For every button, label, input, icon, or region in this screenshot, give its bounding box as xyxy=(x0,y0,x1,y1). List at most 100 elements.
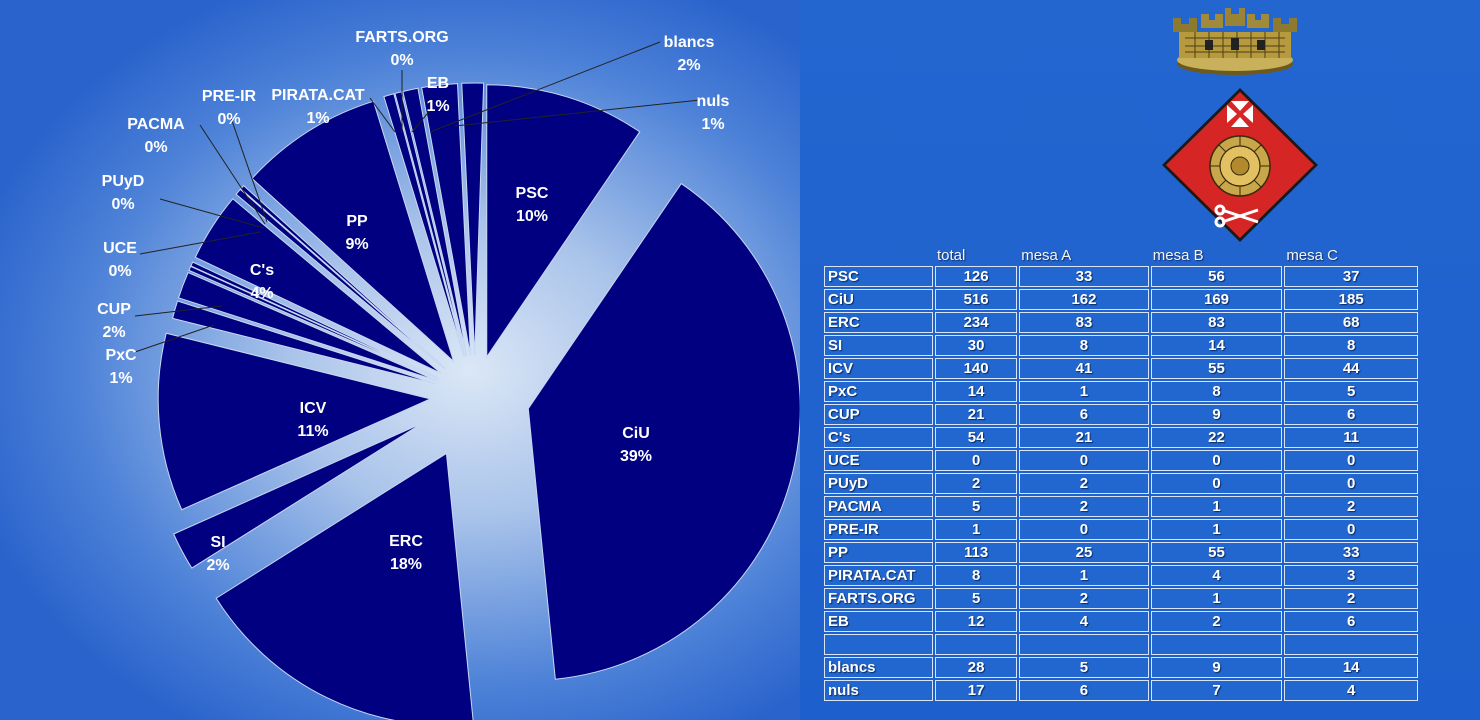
table-row xyxy=(824,634,1418,655)
table-cell-value: 113 xyxy=(935,542,1018,563)
table-cell-value: 8 xyxy=(1150,381,1283,402)
table-cell-value: 0 xyxy=(1284,519,1418,540)
table-cell-value: 56 xyxy=(1150,266,1283,287)
slice-label: PIRATA.CAT xyxy=(271,87,365,104)
table-cell-value: 2 xyxy=(935,473,1018,494)
table-row: C's 54 21 22 11 xyxy=(824,427,1418,448)
slice-label: PRE-IR xyxy=(202,88,257,105)
slice-percent: 2% xyxy=(206,557,229,574)
table-cell-value: 30 xyxy=(935,335,1018,356)
table-cell-party: nuls xyxy=(824,680,933,701)
table-row: ERC 234 83 83 68 xyxy=(824,312,1418,333)
table-cell-value: 5 xyxy=(935,588,1018,609)
pie-slice-nuls xyxy=(461,82,485,356)
table-cell-party: blancs xyxy=(824,657,933,678)
slice-percent: 18% xyxy=(390,556,422,573)
table-cell-value: 169 xyxy=(1150,289,1283,310)
table-cell-party: C's xyxy=(824,427,933,448)
pie-chart: PSC 10% CiU 39% ERC 18% SI 2% ICV 11% PxC 1% CUP 2% UC… xyxy=(97,41,800,720)
table-row: PRE-IR 1 0 1 0 xyxy=(824,519,1418,540)
table-cell-value: 6 xyxy=(1284,611,1418,632)
table-cell-party: ERC xyxy=(824,312,933,333)
leader-line xyxy=(454,99,701,127)
leader-line xyxy=(411,107,433,133)
table-row: PSC 126 33 56 37 xyxy=(824,266,1418,287)
column-header-mesa-a: mesa A xyxy=(1021,246,1072,264)
table-row: CUP 21 6 9 6 xyxy=(824,404,1418,425)
pie-slice-ciu xyxy=(527,182,800,680)
table-cell-value: 0 xyxy=(1284,473,1418,494)
table-row: ICV 140 41 55 44 xyxy=(824,358,1418,379)
pie-slice-cup xyxy=(177,271,438,382)
pie-slice-psc xyxy=(486,84,641,359)
table-cell-value: 4 xyxy=(1150,565,1283,586)
table-cell-value: 9 xyxy=(1150,404,1283,425)
table-cell-value: 0 xyxy=(935,450,1018,471)
table-cell-value: 4 xyxy=(1019,611,1149,632)
slice-percent: 4% xyxy=(250,285,273,302)
table-cell-party: PIRATA.CAT xyxy=(824,565,933,586)
table-cell-value: 6 xyxy=(1019,404,1149,425)
table-cell-value: 14 xyxy=(1284,657,1418,678)
coat-of-arms-icon xyxy=(1162,88,1318,242)
table-cell-value: 126 xyxy=(935,266,1018,287)
slice-label: ICV xyxy=(300,400,327,417)
table-cell-value: 6 xyxy=(1284,404,1418,425)
column-header xyxy=(824,246,933,264)
table-cell-value: 0 xyxy=(1019,519,1149,540)
table-cell-value: 162 xyxy=(1019,289,1149,310)
pie-slice-uce xyxy=(188,265,439,380)
slice-percent: 10% xyxy=(516,208,548,225)
slice-label: EB xyxy=(427,75,449,92)
table-cell-value: 8 xyxy=(1019,335,1149,356)
slice-label: PP xyxy=(346,213,368,230)
table-cell-value: 55 xyxy=(1150,358,1283,379)
slice-label: ERC xyxy=(389,533,423,550)
table-cell-value xyxy=(1019,634,1149,655)
table-row: PACMA 5 2 1 2 xyxy=(824,496,1418,517)
slice-percent: 0% xyxy=(108,263,131,280)
table-cell-value: 2 xyxy=(1019,496,1149,517)
table-cell-value: 4 xyxy=(1284,680,1418,701)
slice-label: UCE xyxy=(103,240,137,257)
table-cell-value: 3 xyxy=(1284,565,1418,586)
leader-line xyxy=(159,198,265,229)
slice-percent: 0% xyxy=(217,111,240,128)
table-cell-party: PACMA xyxy=(824,496,933,517)
slice-percent: 1% xyxy=(109,370,132,387)
table-cell-value: 6 xyxy=(1019,680,1149,701)
slice-percent: 1% xyxy=(426,98,449,115)
table-cell-value: 17 xyxy=(935,680,1018,701)
table-cell-value: 28 xyxy=(935,657,1018,678)
table-cell-party: SI xyxy=(824,335,933,356)
table-cell-value: 54 xyxy=(935,427,1018,448)
table-cell-value: 2 xyxy=(1284,496,1418,517)
table-cell-value: 37 xyxy=(1284,266,1418,287)
table-cell-value: 0 xyxy=(1284,450,1418,471)
table-cell-value: 516 xyxy=(935,289,1018,310)
table-cell-value: 1 xyxy=(1150,496,1283,517)
slice-label: CUP xyxy=(97,301,131,318)
slice-percent: 0% xyxy=(111,196,134,213)
table-cell-value: 2 xyxy=(1150,611,1283,632)
table-cell-value: 140 xyxy=(935,358,1018,379)
table-cell-party: PUyD xyxy=(824,473,933,494)
leader-line xyxy=(134,305,223,317)
table-cell-value: 1 xyxy=(1019,565,1149,586)
table-row: PxC 14 1 8 5 xyxy=(824,381,1418,402)
table-row: UCE 0 0 0 0 xyxy=(824,450,1418,471)
slice-label: PxC xyxy=(105,347,137,364)
pie-slice-pp xyxy=(251,100,455,363)
table-cell-party: UCE xyxy=(824,450,933,471)
slice-percent: 1% xyxy=(701,116,724,133)
pie-slice-pxc xyxy=(171,300,437,385)
table-cell-value: 1 xyxy=(1019,381,1149,402)
slice-label: CiU xyxy=(622,425,650,442)
table-cell-value: 83 xyxy=(1019,312,1149,333)
pie-slice-pacma xyxy=(235,188,445,370)
table-cell-party: PxC xyxy=(824,381,933,402)
slice-percent: 11% xyxy=(297,423,328,440)
slice-label: PUyD xyxy=(102,173,145,190)
table-cell-value: 0 xyxy=(1150,473,1283,494)
table-cell-value: 14 xyxy=(935,381,1018,402)
